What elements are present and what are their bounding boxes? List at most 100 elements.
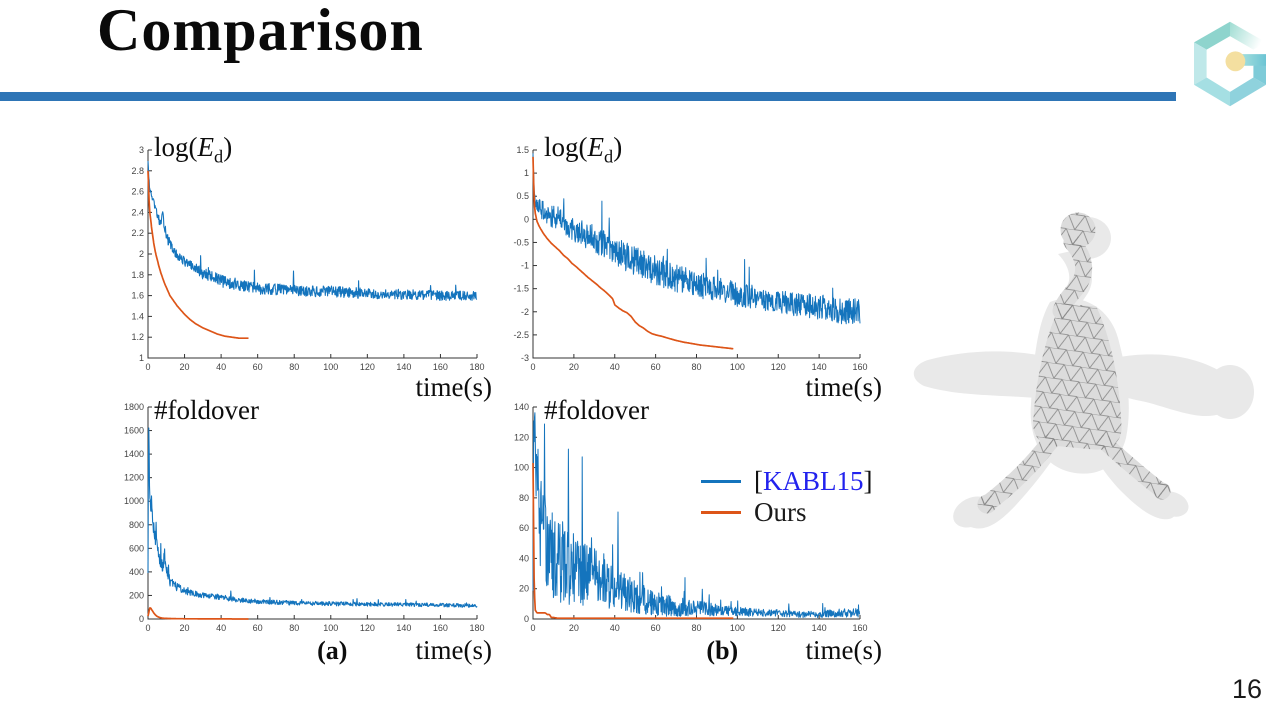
chart-foldover-a: 0 20 40 60 80 100 120 140 160 180 0 200 400 600 800 100… — [110, 395, 500, 665]
logo-crossbar — [1240, 54, 1266, 66]
svg-text:0: 0 — [145, 623, 150, 633]
legend-line-sample-ours — [701, 511, 741, 514]
legend-bracket-open: [ — [754, 466, 763, 496]
svg-text:140: 140 — [812, 362, 827, 372]
svg-text:0.5: 0.5 — [516, 191, 529, 201]
svg-text:1.6: 1.6 — [131, 291, 144, 301]
logo-face-top-left — [1194, 21, 1230, 50]
runner-mesh-figure — [913, 190, 1254, 529]
svg-text:80: 80 — [519, 493, 529, 503]
plot-canvas: 0 20 40 60 80 100 120 140 160 1800200400600800100… — [124, 402, 485, 633]
svg-text:-0.5: -0.5 — [513, 237, 529, 247]
logo-face-right — [1253, 61, 1266, 85]
chart-log-ed-a: 0 20 40 60 80 100 120 140 160 180 1 1.2 1.4 1.6 1.8 2 2.… — [110, 132, 500, 402]
svg-text:20: 20 — [569, 623, 579, 633]
logo-face-bottom-right — [1230, 77, 1266, 107]
plot-canvas: 0 20 40 60 80 100 120 140 160 0 20 40 60 80 100 120 140 — [514, 402, 868, 633]
svg-text:120: 120 — [360, 623, 375, 633]
legend-bracket-close: ] — [863, 466, 873, 496]
svg-text:60: 60 — [651, 623, 661, 633]
svg-text:-2.5: -2.5 — [513, 330, 529, 340]
plot-canvas: 0 20 40 60 80 100 120 140 160 -3 -2.5 -2 -1.5 -1 -0.5 0… — [513, 145, 867, 372]
svg-text:100: 100 — [323, 623, 338, 633]
svg-text:-1: -1 — [521, 261, 529, 271]
svg-text:2.6: 2.6 — [131, 187, 144, 197]
svg-text:180: 180 — [469, 623, 484, 633]
svg-text:140: 140 — [396, 362, 411, 372]
svg-text:20: 20 — [569, 362, 579, 372]
svg-text:0: 0 — [530, 362, 535, 372]
page-title: Comparison — [97, 0, 424, 63]
svg-text:-3: -3 — [521, 353, 529, 363]
title-rule — [0, 92, 1176, 101]
logo-face-top-right — [1230, 21, 1266, 50]
plot-canvas: 0 20 40 60 80 100 120 140 160 180 1 1.2 1.4 1.6 1.8 2 2.… — [131, 145, 484, 372]
svg-text:100: 100 — [730, 362, 745, 372]
svg-text:60: 60 — [519, 523, 529, 533]
svg-text:600: 600 — [129, 543, 144, 553]
svg-text:1.4: 1.4 — [131, 311, 144, 321]
svg-text:1.2: 1.2 — [131, 332, 144, 342]
svg-text:140: 140 — [396, 623, 411, 633]
svg-text:60: 60 — [253, 623, 263, 633]
svg-text:1600: 1600 — [124, 426, 144, 436]
svg-text:0: 0 — [139, 614, 144, 624]
chart-log-ed-b: 0 20 40 60 80 100 120 140 160 -3 -2.5 -2 -1.5 -1 -0.5 0… — [500, 132, 890, 402]
svg-text:160: 160 — [852, 362, 867, 372]
logo-dot — [1225, 51, 1246, 72]
legend-label-kabl15: KABL15 — [763, 466, 864, 496]
legend-label-ours: Ours — [754, 497, 807, 527]
svg-text:100: 100 — [730, 623, 745, 633]
svg-text:140: 140 — [812, 623, 827, 633]
svg-text:80: 80 — [289, 362, 299, 372]
svg-text:80: 80 — [691, 362, 701, 372]
svg-text:180: 180 — [469, 362, 484, 372]
svg-text:120: 120 — [771, 623, 786, 633]
x-axis-label: time(s) — [415, 372, 492, 402]
svg-text:120: 120 — [514, 432, 529, 442]
chart-foldover-b: 0 20 40 60 80 100 120 140 160 0 20 40 60 80 100 120 140 … — [500, 395, 890, 665]
svg-text:-2: -2 — [521, 307, 529, 317]
svg-text:200: 200 — [129, 590, 144, 600]
logo-icon — [1194, 21, 1266, 107]
svg-text:0: 0 — [524, 214, 529, 224]
chart-title: #foldover — [154, 395, 259, 425]
svg-text:800: 800 — [129, 520, 144, 530]
subfigure-label: (b) — [706, 636, 739, 665]
legend-item-kabl15: [KABL15] — [701, 466, 873, 497]
legend-item-ours: Ours — [701, 497, 873, 528]
svg-text:400: 400 — [129, 567, 144, 577]
svg-text:1.5: 1.5 — [516, 145, 529, 155]
svg-text:1: 1 — [524, 168, 529, 178]
svg-text:40: 40 — [216, 362, 226, 372]
svg-text:20: 20 — [519, 584, 529, 594]
svg-text:2.8: 2.8 — [131, 166, 144, 176]
svg-text:120: 120 — [771, 362, 786, 372]
svg-text:2.4: 2.4 — [131, 207, 144, 217]
subfigure-label: (a) — [317, 636, 348, 665]
svg-text:60: 60 — [651, 362, 661, 372]
svg-text:0: 0 — [524, 614, 529, 624]
svg-text:160: 160 — [433, 623, 448, 633]
svg-text:40: 40 — [519, 553, 529, 563]
svg-text:160: 160 — [852, 623, 867, 633]
logo-face-left — [1194, 42, 1207, 85]
svg-text:80: 80 — [289, 623, 299, 633]
chart-title: log(Ed) — [544, 132, 623, 167]
svg-text:1000: 1000 — [124, 496, 144, 506]
svg-text:80: 80 — [691, 623, 701, 633]
svg-text:100: 100 — [323, 362, 338, 372]
svg-text:60: 60 — [253, 362, 263, 372]
svg-text:120: 120 — [360, 362, 375, 372]
svg-text:1800: 1800 — [124, 402, 144, 412]
x-axis-label: time(s) — [415, 635, 492, 665]
svg-text:0: 0 — [530, 623, 535, 633]
chart-title: #foldover — [544, 395, 649, 425]
svg-text:1: 1 — [139, 353, 144, 363]
chart-title: log(Ed) — [154, 132, 233, 167]
svg-text:3: 3 — [139, 145, 144, 155]
legend: [KABL15] Ours — [701, 466, 873, 528]
logo-face-bottom-left — [1194, 77, 1230, 107]
svg-text:40: 40 — [610, 362, 620, 372]
svg-text:-1.5: -1.5 — [513, 284, 529, 294]
